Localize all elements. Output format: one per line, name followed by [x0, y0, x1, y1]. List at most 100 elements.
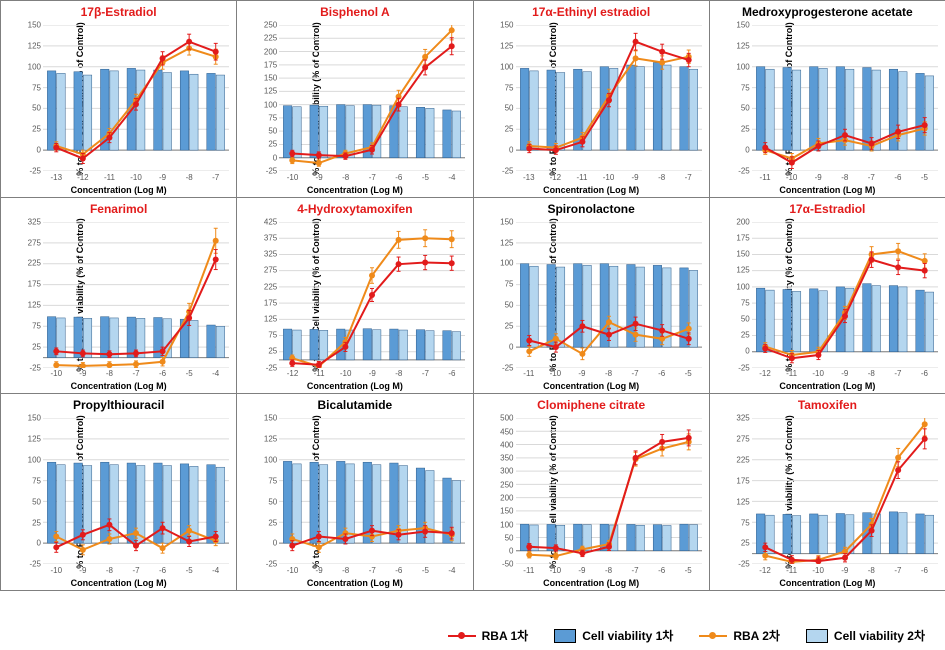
x-tick: -10 [786, 173, 798, 182]
y-tick: 225 [261, 34, 277, 43]
y-tick: 125 [261, 314, 277, 323]
y-tick: 75 [498, 280, 514, 289]
chart-title: 17α-Estradiol [710, 202, 945, 216]
y-tick: 375 [261, 233, 277, 242]
y-tick: 75 [261, 476, 277, 485]
y-tick: 100 [25, 456, 41, 465]
plot-area [752, 418, 937, 564]
y-tick: 50 [498, 301, 514, 310]
y-tick: 100 [498, 520, 514, 529]
y-tick: 75 [261, 331, 277, 340]
plot-area [279, 222, 464, 368]
x-tick: -4 [448, 173, 455, 182]
y-tick: -25 [734, 560, 750, 569]
x-tick: -9 [316, 173, 323, 182]
x-tick: -12 [759, 369, 771, 378]
legend-item-cv1: Cell viability 1차 [554, 627, 673, 644]
plot-area [43, 222, 228, 368]
chart-svg [516, 418, 702, 564]
y-tick: 50 [498, 533, 514, 542]
y-tick: 125 [25, 301, 41, 310]
x-tick: -5 [685, 369, 692, 378]
x-tick: -8 [605, 369, 612, 378]
y-tick: 125 [734, 41, 750, 50]
chart-title: 4-Hydroxytamoxifen [237, 202, 472, 216]
chart-grid: 17β-Estradiol% to PC/ Cell viability (% … [0, 0, 945, 591]
y-tick: 0 [734, 347, 750, 356]
chart-title: 17β-Estradiol [1, 5, 236, 19]
x-tick: -12 [759, 566, 771, 575]
y-tick: 25 [25, 342, 41, 351]
y-tick: 225 [25, 259, 41, 268]
y-tick: 0 [498, 547, 514, 556]
plot-area [279, 418, 464, 564]
x-tick: -12 [77, 173, 89, 182]
y-tick: 125 [25, 435, 41, 444]
y-tick: 125 [25, 41, 41, 50]
y-tick: 125 [261, 435, 277, 444]
y-tick: 25 [498, 321, 514, 330]
y-tick: 0 [498, 342, 514, 351]
y-tick: 250 [261, 21, 277, 30]
x-tick: -6 [395, 566, 402, 575]
x-axis-label: Concentration (Log M) [237, 185, 472, 195]
y-tick: 150 [498, 507, 514, 516]
chart-cell: Medroxyprogesterone acetate% to PC/ Cell… [710, 1, 945, 198]
y-tick: 300 [498, 467, 514, 476]
y-tick: 350 [498, 454, 514, 463]
y-tick: 125 [734, 497, 750, 506]
y-tick: 75 [25, 83, 41, 92]
y-tick: 200 [498, 493, 514, 502]
x-tick: -5 [921, 173, 928, 182]
x-tick: -11 [576, 173, 587, 182]
legend-label-cv1: Cell viability 1차 [582, 627, 673, 644]
y-tick: 150 [25, 21, 41, 30]
x-tick: -8 [186, 173, 193, 182]
y-tick: 225 [734, 456, 750, 465]
x-tick: -10 [550, 566, 562, 575]
chart-cell: Bicalutamide% to PC/ Cell viability (% o… [237, 394, 473, 591]
y-tick: 75 [25, 476, 41, 485]
y-tick: 25 [498, 125, 514, 134]
x-tick: -9 [79, 566, 86, 575]
y-tick: 250 [498, 480, 514, 489]
y-tick: -25 [498, 167, 514, 176]
plot-area [43, 25, 228, 171]
y-tick: 125 [261, 87, 277, 96]
x-axis-label: Concentration (Log M) [474, 381, 709, 391]
y-tick: 275 [25, 238, 41, 247]
y-tick: -25 [261, 167, 277, 176]
y-tick: 100 [261, 456, 277, 465]
y-tick: 50 [261, 497, 277, 506]
x-tick: -10 [287, 566, 299, 575]
y-tick: 75 [734, 518, 750, 527]
x-tick: -11 [523, 566, 534, 575]
chart-svg [279, 25, 465, 171]
x-tick: -7 [894, 566, 901, 575]
x-tick: -7 [632, 369, 639, 378]
x-tick: -8 [658, 173, 665, 182]
plot-area [752, 25, 937, 171]
chart-cell: 17β-Estradiol% to PC/ Cell viability (% … [1, 1, 237, 198]
x-tick: -11 [104, 173, 115, 182]
chart-svg [752, 222, 938, 368]
x-tick: -9 [578, 566, 585, 575]
x-tick: -4 [212, 369, 219, 378]
x-tick: -8 [342, 566, 349, 575]
y-tick: 0 [261, 153, 277, 162]
y-tick: 150 [734, 250, 750, 259]
legend-item-rba1: RBA 1차 [448, 627, 529, 644]
plot-area [516, 418, 701, 564]
y-tick: 0 [734, 146, 750, 155]
y-tick: 175 [734, 476, 750, 485]
chart-cell: Tamoxifen% to PC/ Cell viability (% of C… [710, 394, 945, 591]
legend-swatch-rba2 [699, 635, 727, 637]
x-axis-label: Concentration (Log M) [474, 185, 709, 195]
y-tick: 25 [734, 539, 750, 548]
y-tick: 50 [734, 104, 750, 113]
chart-cell: Clomiphene citrate% to PC/ Cell viabilit… [474, 394, 710, 591]
x-tick: -6 [894, 173, 901, 182]
x-tick: -6 [921, 566, 928, 575]
y-tick: 150 [261, 414, 277, 423]
x-tick: -7 [212, 173, 219, 182]
